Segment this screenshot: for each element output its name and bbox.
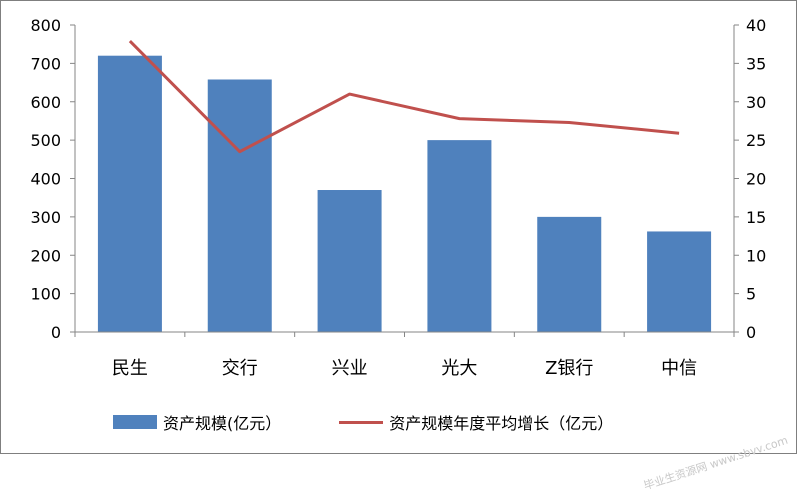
left-tick-label: 300: [30, 208, 61, 227]
right-tick-label: 35: [746, 54, 766, 73]
left-tick-label: 600: [30, 93, 61, 112]
legend-bar-swatch: [113, 415, 157, 429]
right-tick-label: 15: [746, 208, 766, 227]
bar-5: [537, 217, 601, 332]
category-label: 中信: [661, 358, 697, 379]
legend-bar-label: 资产规模(亿元）: [163, 410, 281, 434]
right-tick-label: 10: [746, 246, 766, 265]
right-tick-label: 30: [746, 93, 766, 112]
right-tick-label: 25: [746, 131, 766, 150]
right-tick-label: 40: [746, 16, 766, 35]
bar-2: [208, 79, 272, 332]
category-label: 民生: [112, 358, 148, 379]
left-tick-label: 200: [30, 246, 61, 265]
category-label: Z银行: [545, 358, 593, 379]
legend: 资产规模(亿元） 资产规模年度平均增长（亿元）: [113, 410, 671, 434]
category-label: 兴业: [332, 358, 368, 379]
left-tick-label: 800: [30, 16, 61, 35]
legend-line-swatch: [339, 421, 383, 424]
bar-1: [98, 56, 162, 332]
legend-item-bar: 资产规模(亿元）: [113, 410, 281, 434]
legend-item-line: 资产规模年度平均增长（亿元）: [339, 410, 613, 434]
bar-3: [318, 190, 382, 332]
left-tick-label: 0: [51, 323, 61, 342]
chart-frame: 0 100 200 300 400 500 600 700 800 0 5 10 15 20 25 30 35…: [0, 0, 797, 454]
left-tick-label: 700: [30, 54, 61, 73]
left-tick-label: 500: [30, 131, 61, 150]
right-tick-label: 0: [746, 323, 756, 342]
legend-line-label: 资产规模年度平均增长（亿元）: [389, 410, 613, 434]
category-label: 交行: [222, 358, 258, 379]
bar-6: [647, 231, 711, 332]
category-label: 光大: [441, 358, 477, 379]
left-tick-label: 100: [30, 285, 61, 304]
combo-chart: 0 100 200 300 400 500 600 700 800 0 5 10 15 20 25 30 35…: [1, 1, 796, 453]
right-tick-label: 5: [746, 285, 756, 304]
left-tick-label: 400: [30, 170, 61, 189]
bar-4: [427, 140, 491, 332]
right-tick-label: 20: [746, 170, 766, 189]
